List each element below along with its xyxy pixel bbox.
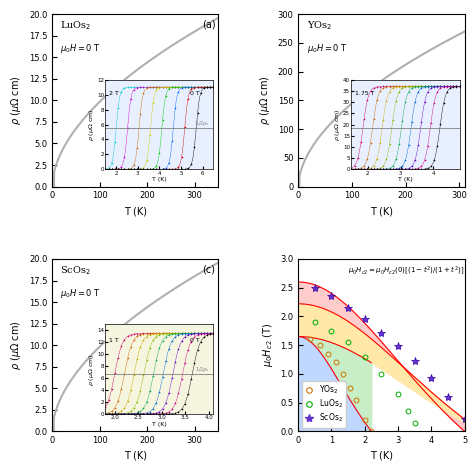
Y-axis label: $\mu_0H_{c2}$ (T): $\mu_0H_{c2}$ (T) — [261, 323, 274, 367]
X-axis label: T (K): T (K) — [124, 206, 147, 216]
Text: $\mu_0H = 0$ T: $\mu_0H = 0$ T — [61, 42, 101, 55]
Text: $\mu_0H = 0$ T: $\mu_0H = 0$ T — [61, 287, 101, 300]
X-axis label: T (K): T (K) — [370, 206, 393, 216]
Text: YOs$_2$: YOs$_2$ — [307, 19, 332, 32]
Text: (c): (c) — [202, 264, 215, 274]
Text: $\mu_0H_{c2} = \mu_0H_{c2}(0)[(1-t^2)/(1+t^2)]$: $\mu_0H_{c2} = \mu_0H_{c2}(0)[(1-t^2)/(1… — [348, 264, 465, 277]
X-axis label: T (K): T (K) — [370, 451, 393, 461]
X-axis label: T (K): T (K) — [124, 451, 147, 461]
Y-axis label: $\rho$ ($\mu\Omega$ cm): $\rho$ ($\mu\Omega$ cm) — [258, 75, 272, 125]
Text: (a): (a) — [202, 19, 215, 29]
Text: LuOs$_2$: LuOs$_2$ — [61, 19, 92, 32]
Y-axis label: $\rho$ ($\mu\Omega$ cm): $\rho$ ($\mu\Omega$ cm) — [9, 320, 23, 370]
Text: ScOs$_2$: ScOs$_2$ — [61, 264, 91, 277]
Legend: YOs$_2$, LuOs$_2$, ScOs$_2$: YOs$_2$, LuOs$_2$, ScOs$_2$ — [302, 381, 346, 428]
Text: $\mu_0H = 0$ T: $\mu_0H = 0$ T — [307, 42, 347, 55]
Y-axis label: $\rho$ ($\mu\Omega$ cm): $\rho$ ($\mu\Omega$ cm) — [9, 75, 23, 125]
